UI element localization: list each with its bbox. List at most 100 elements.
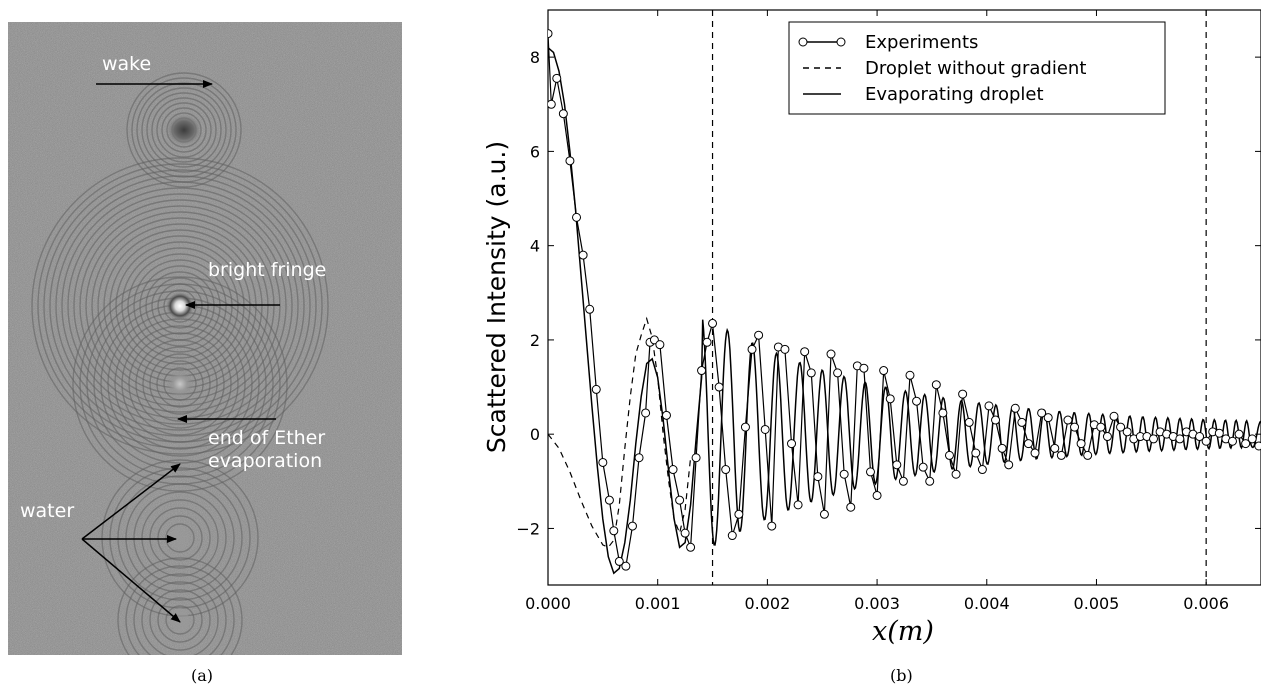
fringe-ring <box>135 339 225 429</box>
experiment-point <box>767 521 777 531</box>
fringe-ring <box>151 277 209 335</box>
fringe-ring <box>121 325 239 443</box>
experiment-point <box>1017 417 1027 427</box>
experiment-point <box>806 368 816 378</box>
experiment-point <box>1043 413 1053 423</box>
fringe-ring <box>86 290 274 478</box>
bright-fringe-blob <box>166 292 194 320</box>
x-tick-label: 0.004 <box>964 594 1010 613</box>
experiment-point <box>1149 434 1159 444</box>
experiment-point <box>931 380 941 390</box>
fringe-ring <box>165 605 195 635</box>
y-tick-label: 6 <box>530 142 540 161</box>
legend-label: Experiments <box>865 32 978 53</box>
experiment-point <box>1214 428 1224 438</box>
experiment-point <box>865 467 875 477</box>
y-tick-label: 4 <box>530 237 540 256</box>
y-tick-label: 0 <box>530 425 540 444</box>
experiment-point <box>944 450 954 460</box>
experiment-point <box>702 337 712 347</box>
end-evaporation-label-line2: evaporation <box>208 450 323 472</box>
experiment-point <box>727 531 737 541</box>
fringe-ring <box>55 181 305 431</box>
x-axis-label: x(m) <box>872 616 934 647</box>
experiment-point <box>846 502 856 512</box>
caption-b: (b) <box>890 666 913 685</box>
y-tick-label: −2 <box>516 519 540 538</box>
fringe-ring <box>121 247 239 365</box>
legend-label: Evaporating droplet <box>865 84 1044 105</box>
experiment-point <box>1122 427 1132 437</box>
fringe-ring <box>165 523 195 553</box>
fringe-ring <box>149 353 211 415</box>
experiment-point <box>1050 443 1060 453</box>
experiment-point <box>951 469 961 479</box>
fringe-ring <box>117 557 243 655</box>
experiment-point <box>833 368 843 378</box>
experiment-point <box>1010 403 1020 413</box>
y-axis-label: Scattered Intensity (a.u.) <box>482 141 511 453</box>
experiment-point <box>680 528 690 538</box>
x-tick-label: 0.001 <box>635 594 681 613</box>
experiment-point <box>1023 439 1033 449</box>
experiment-point <box>734 509 744 519</box>
experiment-point <box>721 465 731 475</box>
experiment-point <box>800 347 810 357</box>
fringe-ring <box>163 367 197 401</box>
fringe-ring <box>127 253 233 359</box>
experiment-point <box>627 521 637 531</box>
y-tick-label: 2 <box>530 331 540 350</box>
fringe-ring <box>141 581 219 655</box>
experiment-point <box>1195 432 1205 442</box>
experiment-point <box>1247 434 1257 444</box>
experiment-point <box>1102 432 1112 442</box>
legend-marker <box>836 37 846 47</box>
experiment-point <box>787 439 797 449</box>
experiment-point <box>1096 422 1106 432</box>
experiment-point <box>1063 415 1073 425</box>
experiment-point <box>839 469 849 479</box>
experiment-point <box>912 396 922 406</box>
experiment-point <box>991 415 1001 425</box>
experiment-point <box>747 344 757 354</box>
experiment-point <box>558 109 568 119</box>
fringe-ring <box>128 332 232 436</box>
experiment-point <box>740 422 750 432</box>
fringe-ring <box>157 515 203 561</box>
fringe-ring <box>151 97 217 163</box>
fringe-ring <box>139 265 221 347</box>
fringe-ring <box>117 475 243 601</box>
experiment-point <box>691 453 701 463</box>
experiment-point <box>1227 436 1237 446</box>
x-tick-label: 0.002 <box>744 594 790 613</box>
experiment-point <box>918 462 928 472</box>
fringe-ring <box>115 241 245 371</box>
fringe-ring <box>156 102 212 158</box>
experiment-point <box>826 349 836 359</box>
experiment-point <box>591 384 601 394</box>
fringe-ring <box>133 259 227 353</box>
series-line-1 <box>548 316 692 549</box>
water-arrow-3 <box>81 538 181 623</box>
fringe-ring <box>161 107 207 153</box>
interference-photo: wake bright fringe end of Ether evaporat… <box>8 22 402 655</box>
experiment-point <box>971 448 981 458</box>
experiment-point <box>977 465 987 475</box>
experiment-point <box>1241 439 1251 449</box>
experiment-point <box>793 500 803 510</box>
experiment-point <box>1234 429 1244 439</box>
experiment-point <box>686 542 696 552</box>
fringe-ring <box>141 87 227 173</box>
experiment-point <box>697 366 707 376</box>
experiment-point <box>958 389 968 399</box>
experiment-point <box>621 561 631 571</box>
experiment-point <box>1056 450 1066 460</box>
experiment-point <box>565 156 575 166</box>
experiment-point <box>754 330 764 340</box>
experiment-point <box>760 424 770 434</box>
fringe-ring <box>125 483 235 593</box>
experiment-point <box>938 408 948 418</box>
legend-marker <box>798 37 808 47</box>
plot-frame <box>547 9 1261 586</box>
